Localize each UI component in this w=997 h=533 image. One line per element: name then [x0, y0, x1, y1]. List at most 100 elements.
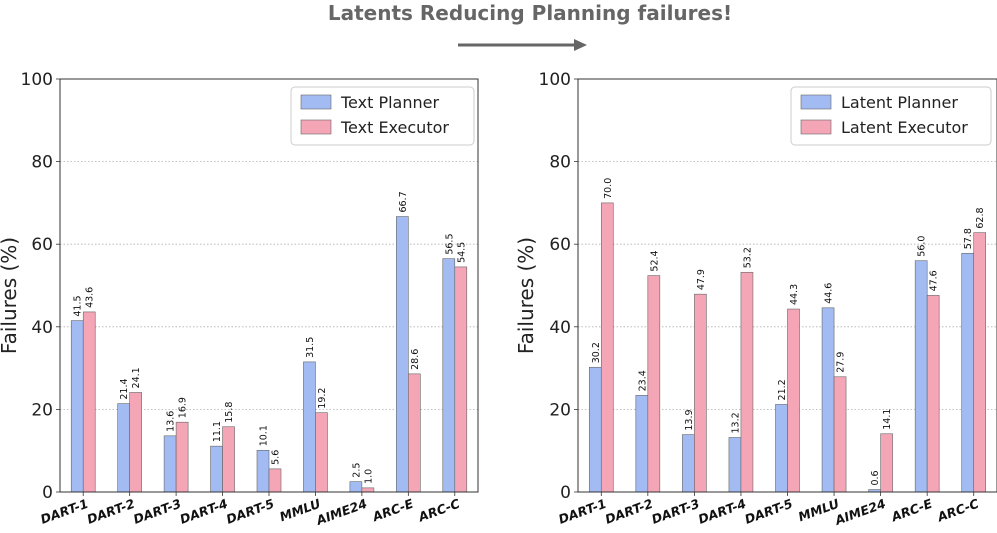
x-tick-label: ARC-E [370, 496, 416, 525]
planner-bar-aime24 [349, 481, 363, 493]
y-tick-label: 80 [31, 153, 53, 173]
data-label: 14.1 [882, 409, 893, 430]
executor-bar-dart-4 [222, 426, 235, 493]
data-label: 53.2 [742, 247, 753, 268]
data-label: 54.5 [456, 242, 467, 263]
data-label: 47.6 [929, 270, 940, 291]
data-label: 70.0 [603, 178, 614, 199]
text-failures-chart: 41.5 43.6DART-121.424.1DART-213.616.9DART… [0, 70, 479, 528]
data-label: 43.6 [85, 287, 96, 308]
planner-bar-arc-c [961, 252, 975, 493]
legend-box [790, 86, 992, 146]
data-label: 56.0 [917, 236, 928, 257]
x-tick-label: DART-4 [696, 496, 748, 527]
data-label: 24.1 [131, 367, 142, 388]
legend-swatch [800, 94, 832, 110]
x-tick-label: DART-4 [178, 496, 230, 527]
data-label: 21.4 [119, 378, 130, 399]
y-tick-label: 60 [549, 235, 571, 255]
x-tick-label: AIME24 [313, 496, 369, 528]
executor-bar-aime24 [880, 433, 893, 493]
y-tick-label: 100 [539, 70, 571, 90]
data-label: 66.7 [398, 191, 409, 212]
data-label: 23.4 [637, 370, 648, 391]
plot-frame [59, 78, 479, 493]
y-axis-label: Failures (%) [514, 237, 538, 354]
data-label: 1.0 [363, 469, 374, 484]
plot-frame [577, 78, 997, 493]
data-label: 57.8 [963, 228, 974, 249]
planner-bar-mmlu [303, 361, 316, 493]
executor-bar-dart-1 [600, 202, 614, 493]
x-tick-label: DART-5 [743, 496, 795, 527]
x-tick-label: DART-2 [603, 496, 655, 527]
executor-bar-arc-e [408, 373, 421, 493]
data-label: 41.5 [73, 295, 84, 316]
latent-failures-chart: 30.270.0DART-123.452.4DART-213.947.9DART… [514, 70, 997, 528]
y-tick-label: 0 [560, 483, 571, 503]
executor-bar-dart-2 [129, 392, 142, 493]
x-tick-label: DART-2 [85, 496, 137, 527]
planner-bar-dart-3 [682, 434, 695, 493]
legend-swatch [300, 94, 332, 110]
data-label: 19.2 [317, 388, 328, 409]
data-label: 11.1 [212, 421, 223, 442]
y-tick-label: 60 [31, 235, 53, 255]
legend-label: Latent Executor [841, 118, 968, 137]
planner-bar-dart-4 [210, 445, 223, 493]
y-tick-label: 80 [549, 153, 571, 173]
planner-bar-dart-5 [775, 404, 788, 493]
data-label: 13.9 [684, 409, 695, 430]
legend: Latent Planner Latent Executor [790, 86, 992, 146]
planner-bar-dart-3 [163, 435, 177, 493]
data-label: 27.9 [836, 352, 847, 373]
planner-bar-arc-c [442, 258, 456, 493]
executor-bar-mmlu [833, 376, 847, 493]
legend-swatch [300, 119, 332, 135]
executor-bar-aime24 [361, 487, 375, 493]
executor-bar-dart-5 [787, 308, 800, 493]
planner-bar-dart-2 [117, 403, 130, 493]
data-label: 56.5 [444, 233, 455, 254]
planner-bar-dart-2 [635, 395, 649, 493]
data-label: 31.5 [305, 337, 316, 358]
y-tick-label: 40 [31, 318, 53, 338]
legend: Text Planner Text Executor [290, 86, 475, 146]
data-label: 13.6 [166, 411, 177, 432]
executor-bar-dart-4 [740, 271, 754, 493]
executor-bar-dart-3 [175, 421, 189, 493]
data-label: 21.2 [777, 379, 788, 400]
x-tick-label: DART-3 [650, 496, 702, 527]
planner-bar-mmlu [821, 307, 835, 493]
x-tick-label: DART-5 [224, 496, 276, 527]
legend-label: Text Planner [340, 93, 439, 112]
planner-bar-arc-e [396, 216, 409, 493]
legend-box [290, 86, 475, 146]
data-label: 47.9 [696, 269, 707, 290]
data-label: 2.5 [351, 463, 362, 478]
planner-bar-dart-1 [70, 320, 84, 493]
x-tick-label: DART-3 [131, 496, 183, 527]
x-tick-label: ARC-E [888, 496, 934, 525]
executor-bar-mmlu [315, 412, 328, 493]
y-tick-label: 100 [21, 70, 53, 90]
executor-bar-dart-1 [82, 311, 96, 493]
x-tick-label: ARC-C [415, 495, 462, 524]
planner-bar-arc-e [914, 260, 928, 493]
data-label: 62.8 [975, 207, 986, 228]
data-label: 5.6 [271, 450, 282, 465]
planner-bar-dart-1 [588, 366, 602, 493]
executor-bar-dart-3 [694, 293, 707, 493]
executor-bar-arc-c [454, 266, 468, 493]
y-tick-label: 0 [42, 483, 53, 503]
data-label: 44.6 [824, 283, 835, 304]
legend-swatch [800, 119, 832, 135]
right-arrow-icon [458, 39, 587, 51]
figure-title: Latents Reducing Planning failures! [328, 1, 732, 25]
x-tick-label: ARC-C [934, 495, 981, 524]
planner-bar-dart-5 [256, 449, 270, 493]
data-label: 13.2 [730, 412, 741, 433]
data-label: 30.2 [591, 342, 602, 363]
data-label: 44.3 [789, 284, 800, 305]
